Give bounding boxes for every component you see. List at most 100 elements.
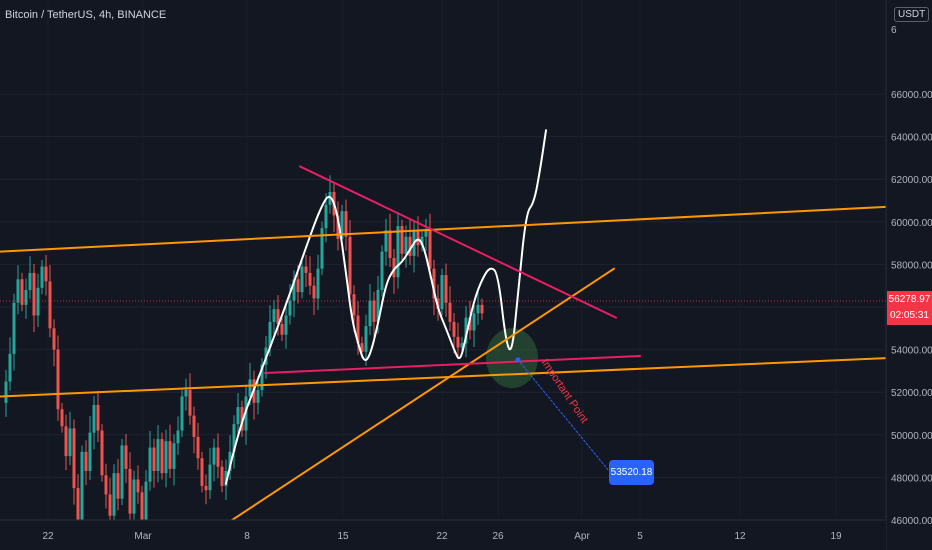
candle-body [464, 317, 468, 344]
candle-body [164, 441, 168, 474]
bar-countdown: 02:05:31 [890, 310, 929, 322]
candle-body [352, 294, 356, 316]
candle-body [148, 447, 152, 482]
price-tick-label: 52000.00 [891, 388, 932, 399]
time-tick-label: Mar [134, 531, 152, 542]
candle-body [64, 426, 68, 457]
candle-body [156, 439, 160, 472]
candle-body [176, 430, 180, 444]
candle-body [144, 481, 148, 520]
candle-body [468, 317, 472, 331]
drawing-descending-resistance[interactable] [299, 165, 617, 319]
candle-body [96, 404, 100, 431]
candle-body [356, 315, 360, 344]
candle-body [76, 488, 80, 525]
candle-body [216, 447, 220, 467]
price-tick-label: 60000.00 [891, 218, 932, 229]
candle-body [128, 468, 132, 514]
highlight-circle[interactable] [486, 328, 538, 389]
price-tick-label-partial: 6 [891, 25, 897, 36]
candle-body [68, 428, 72, 457]
candle-body [324, 204, 328, 229]
time-tick-label: 5 [637, 531, 643, 542]
price-tick-label: 66000.00 [891, 90, 932, 101]
candle-body [16, 279, 20, 303]
candle-body [396, 226, 400, 278]
target-price-badge[interactable]: 53520.18 [609, 460, 654, 485]
candle-body [292, 279, 296, 301]
candle-body [300, 266, 304, 293]
candle-body [116, 473, 120, 499]
candle-body [40, 266, 44, 288]
currency-button[interactable]: USDT [894, 7, 930, 22]
grid-lines [0, 93, 886, 521]
candle-body [44, 266, 48, 282]
candle-body [280, 324, 284, 335]
candle-body [48, 281, 52, 329]
candle-body [272, 309, 276, 322]
candle-body [20, 279, 24, 305]
drawing-horizontal-support[interactable] [264, 354, 641, 375]
time-tick-label: 8 [244, 531, 250, 542]
candle-body [124, 445, 128, 469]
anchor-point[interactable] [515, 357, 521, 363]
candle-body [268, 321, 272, 348]
candle-body [140, 492, 144, 520]
candle-body [240, 407, 244, 431]
candle-body [28, 272, 32, 290]
candle-body [212, 447, 216, 465]
candle-body [360, 343, 364, 352]
drawing-lower-channel[interactable] [0, 357, 887, 398]
candle-body [100, 430, 104, 476]
drawing-projection-path[interactable] [517, 359, 610, 472]
price-tick-label: 58000.00 [891, 260, 932, 271]
candle-body [376, 289, 380, 322]
time-tick-label: 22 [436, 531, 448, 542]
candle-body [408, 236, 412, 256]
candle-body [288, 300, 292, 316]
candle-body [448, 302, 452, 322]
candle-body [84, 451, 88, 472]
candle-body [180, 396, 184, 431]
candle-body [420, 236, 424, 246]
candle-body [460, 343, 464, 348]
price-tick-label: 50000.00 [891, 431, 932, 442]
candle-body [104, 475, 108, 495]
candle-body [344, 211, 348, 237]
price-tick-label: 62000.00 [891, 175, 932, 186]
candle-body [168, 441, 172, 469]
candle-body [232, 424, 236, 452]
candle-body [196, 436, 200, 459]
last-price: 56278.97 [888, 294, 931, 306]
candle-body [8, 353, 12, 382]
candle-body [32, 272, 36, 316]
drawing-ascending-support[interactable] [202, 267, 615, 541]
candle-body [400, 226, 404, 254]
candle-body [456, 336, 460, 348]
time-tick-label: 12 [734, 531, 746, 542]
drawing-upper-channel[interactable] [0, 205, 887, 253]
candle-body [416, 230, 420, 246]
drawing-layer[interactable]: Important Point [0, 129, 887, 541]
candle-body [72, 428, 76, 489]
candle-body [444, 275, 448, 303]
price-axis[interactable]: 46000.00 48000.00 50000.00 52000.00 54000.00… [885, 0, 932, 550]
candle-body [380, 251, 384, 290]
candle-body [340, 211, 344, 239]
price-axis-background [886, 0, 932, 550]
time-tick-label: 26 [492, 531, 504, 542]
drawing-projection-white[interactable] [225, 129, 547, 485]
time-tick-label: Apr [574, 531, 590, 542]
candle-body [308, 272, 312, 286]
time-axis[interactable]: 22 Mar 8 15 22 26 Apr 5 12 19 [0, 519, 886, 550]
candle-body [348, 236, 352, 295]
candle-body [328, 191, 332, 205]
candle-body [404, 236, 408, 254]
candle-body [368, 300, 372, 327]
candle-body [120, 445, 124, 499]
candle-body [56, 349, 60, 410]
time-tick-label: 15 [337, 531, 349, 542]
candle-body [476, 304, 480, 314]
candle-body [228, 451, 232, 472]
